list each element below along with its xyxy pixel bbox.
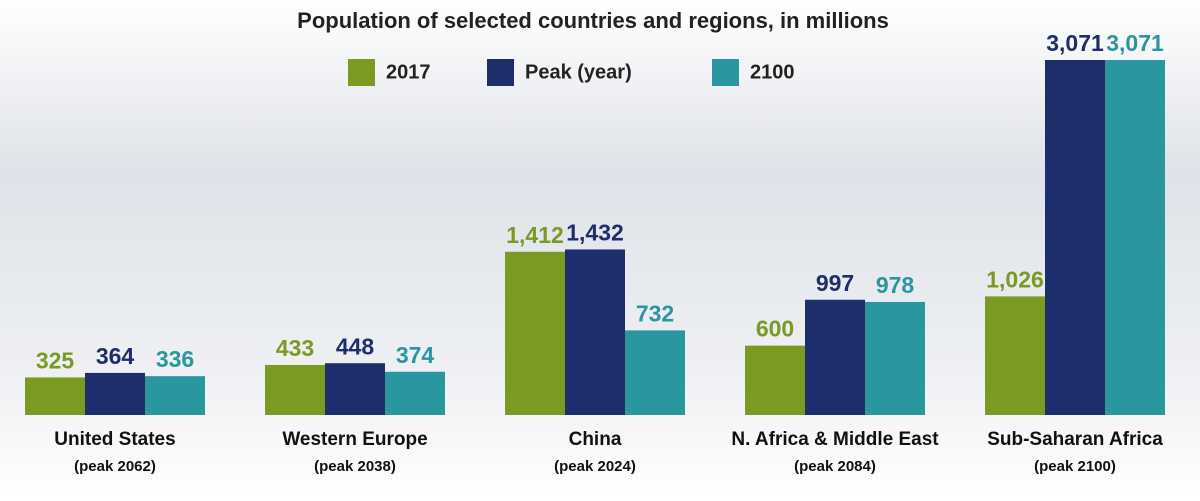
bar (565, 249, 625, 415)
bar (1045, 60, 1105, 415)
value-label: 732 (636, 300, 674, 326)
value-label: 1,026 (986, 266, 1044, 292)
legend-label: 2100 (750, 61, 795, 83)
bar (385, 371, 445, 415)
category-label: Western Europe (282, 429, 427, 450)
bar (625, 330, 685, 415)
value-label: 448 (336, 333, 375, 359)
bar (265, 364, 325, 415)
value-label: 1,412 (506, 222, 564, 248)
value-label: 600 (756, 316, 794, 342)
category-note: (peak 2038) (314, 458, 396, 475)
legend-label: 2017 (386, 61, 431, 83)
bar (805, 299, 865, 415)
bar (85, 372, 145, 415)
bar (25, 377, 85, 415)
category-label: N. Africa & Middle East (731, 429, 939, 450)
value-label: 978 (876, 272, 915, 298)
category-label: Sub-Saharan Africa (987, 429, 1163, 450)
legend-swatch (487, 59, 514, 86)
category-note: (peak 2084) (794, 458, 876, 475)
legend-label: Peak (year) (525, 61, 632, 83)
value-label: 336 (156, 346, 194, 372)
value-label: 1,432 (566, 220, 624, 246)
legend-swatch (712, 59, 739, 86)
value-label: 433 (276, 335, 314, 361)
bar (505, 251, 565, 415)
value-label: 374 (396, 342, 435, 368)
bar (865, 301, 925, 415)
bar (145, 376, 205, 415)
bar (985, 296, 1045, 415)
value-label: 364 (96, 343, 135, 369)
legend-swatch (348, 59, 375, 86)
value-label: 997 (816, 270, 854, 296)
bar (1105, 60, 1165, 415)
category-label: United States (54, 429, 175, 450)
category-note: (peak 2100) (1034, 458, 1116, 475)
category-note: (peak 2024) (554, 458, 636, 475)
bar (745, 345, 805, 415)
value-label: 3,071 (1046, 30, 1104, 56)
bar (325, 363, 385, 415)
value-label: 325 (36, 348, 75, 374)
chart-title: Population of selected countries and reg… (297, 8, 889, 33)
category-note: (peak 2062) (74, 458, 156, 475)
value-label: 3,071 (1106, 30, 1164, 56)
category-label: China (569, 429, 622, 450)
